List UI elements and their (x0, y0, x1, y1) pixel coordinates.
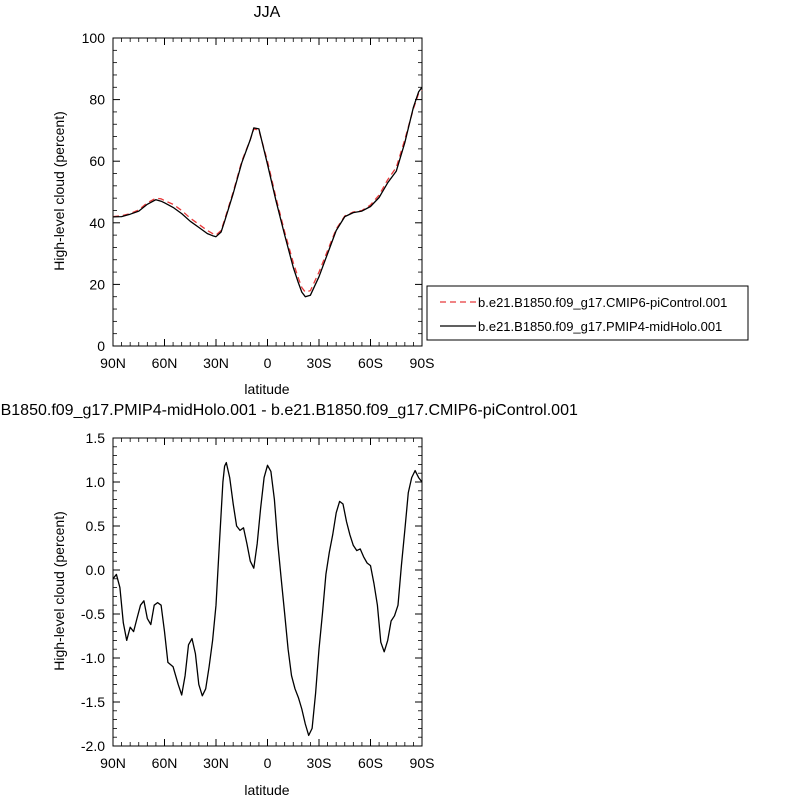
top-panel-series-line-1 (112, 86, 423, 298)
legend-box (426, 285, 749, 341)
bottom-panel-y-tick-label: -1.5 (81, 694, 105, 710)
top-panel-x-tick-label: 60S (358, 355, 383, 371)
top-panel-y-tick-label: 0 (97, 338, 105, 354)
top-panel-title: JJA (254, 4, 281, 21)
top-panel-frame (112, 37, 423, 347)
bottom-panel-y-tick-label: 1.0 (86, 474, 106, 490)
bottom-panel-plot: 90N 60N 30N 0 30S 60S 90S -2.0 -1.5 -1.0 -0.5 0.0 0.… (81, 430, 435, 771)
bottom-panel-x-tick-label: 30N (203, 755, 229, 771)
top-panel-x-tick-label: 90N (100, 355, 126, 371)
legend-label-0: b.e21.B1850.f09_g17.CMIP6-piControl.001 (478, 295, 727, 310)
bottom-panel-x-tick-label: 60N (152, 755, 178, 771)
bottom-panel-x-tick-label: 60S (358, 755, 383, 771)
bottom-panel-ylabel: High-level cloud (percent) (51, 511, 67, 671)
top-panel-x-tick-label: 0 (264, 355, 272, 371)
bottom-panel-series-line-0 (112, 461, 423, 737)
top-panel-x-tick-label: 30S (307, 355, 332, 371)
top-panel-x-tick-label: 30N (203, 355, 229, 371)
bottom-panel-x-tick-label: 0 (264, 755, 272, 771)
legend: b.e21.B1850.f09_g17.CMIP6-piControl.001b… (426, 285, 749, 341)
bottom-panel-y-tick-label: 0.0 (86, 562, 106, 578)
bottom-panel-xlabel: latitude (244, 782, 289, 798)
top-panel-series-line-0 (112, 89, 423, 293)
top-panel-ylabel: High-level cloud (percent) (51, 111, 67, 271)
bottom-panel-title: b.e21.B1850.f09_g17.PMIP4-midHolo.001 - … (0, 402, 578, 419)
bottom-panel-y-tick-label: 1.5 (86, 430, 106, 446)
bottom-panel-x-tick-label: 90N (100, 755, 126, 771)
top-panel-y-tick-label: 60 (89, 153, 105, 169)
legend-label-1: b.e21.B1850.f09_g17.PMIP4-midHolo.001 (478, 319, 722, 334)
top-panel-xlabel: latitude (244, 381, 289, 397)
top-panel-y-tick-label: 100 (82, 30, 106, 46)
top-panel-x-tick-label: 60N (152, 355, 178, 371)
bottom-panel-y-tick-label: -2.0 (81, 738, 105, 754)
top-panel-y-tick-label: 40 (89, 215, 105, 231)
bottom-panel-y-tick-label: -1.0 (81, 650, 105, 666)
bottom-panel-y-tick-label: -0.5 (81, 606, 105, 622)
top-panel-y-tick-label: 20 (89, 276, 105, 292)
top-panel-plot: 90N 60N 30N 0 30S 60S 90S 0 20 40 60 80 100 (82, 30, 435, 371)
top-panel-x-tick-label: 90S (410, 355, 435, 371)
bottom-panel-x-tick-label: 30S (307, 755, 332, 771)
top-panel-y-tick-label: 80 (89, 92, 105, 108)
bottom-panel-x-tick-label: 90S (410, 755, 435, 771)
bottom-panel-y-tick-label: 0.5 (86, 518, 106, 534)
